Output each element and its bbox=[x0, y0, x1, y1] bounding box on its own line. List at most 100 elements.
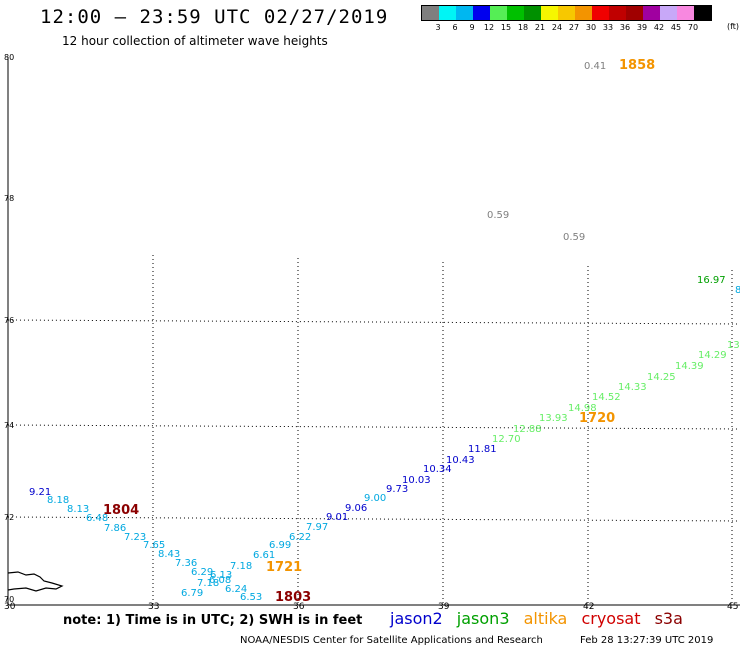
wave-height-label: 14.52 bbox=[592, 392, 621, 403]
lon-label-30: 30 bbox=[4, 602, 16, 612]
color-swatch bbox=[507, 6, 524, 20]
wave-height-label: 8.18 bbox=[47, 495, 69, 506]
pass-time-label: 1804 bbox=[103, 503, 139, 518]
wave-height-label: 12.88 bbox=[513, 424, 542, 435]
wave-height-label: 10.34 bbox=[423, 464, 452, 475]
wave-height-label: 9.06 bbox=[345, 503, 367, 514]
wave-height-label: 13 bbox=[727, 340, 740, 351]
wave-height-label: 12.70 bbox=[492, 434, 521, 445]
wave-height-label: 0.59 bbox=[563, 232, 585, 243]
wave-height-label: 9.00 bbox=[364, 493, 386, 504]
wave-height-label: 10.43 bbox=[446, 455, 475, 466]
wave-height-label: 8 bbox=[735, 285, 740, 296]
lat-label-80: 80 bbox=[4, 53, 14, 62]
wave-height-label: 8.43 bbox=[158, 549, 180, 560]
parallel-76 bbox=[7, 319, 740, 325]
color-scale-tick: 42 bbox=[653, 23, 665, 32]
graticule bbox=[7, 255, 740, 605]
color-swatch bbox=[439, 6, 456, 20]
parallel-72 bbox=[7, 516, 740, 522]
color-scale-tick: 3 bbox=[435, 23, 441, 32]
color-swatch bbox=[660, 6, 677, 20]
color-scale-tick: 15 bbox=[500, 23, 512, 32]
coastline bbox=[7, 571, 64, 592]
color-swatch bbox=[575, 6, 592, 20]
wave-height-label: 6.48 bbox=[86, 513, 108, 524]
satellite-jason3: jason3 bbox=[456, 609, 510, 628]
color-scale-legend: 3 6 9 12 15 18 21 24 27 30 33 36 39 42 45 70 (ft) bbox=[421, 5, 739, 35]
color-swatch bbox=[456, 6, 473, 20]
footer-note: note: 1) Time is in UTC; 2) SWH is in fe… bbox=[63, 613, 363, 628]
lon-label-42: 42 bbox=[583, 602, 594, 612]
color-scale-unit: (ft) bbox=[727, 22, 740, 31]
wave-height-label: 6.24 bbox=[225, 584, 247, 595]
color-scale-tick: 70 bbox=[687, 23, 699, 32]
color-scale-tick: 24 bbox=[551, 23, 563, 32]
color-scale-tick: 36 bbox=[619, 23, 631, 32]
lat-label-72: 72 bbox=[4, 513, 14, 522]
wave-height-label: 6.29 bbox=[191, 567, 213, 578]
color-swatch bbox=[541, 6, 558, 20]
lat-label-74: 74 bbox=[4, 421, 14, 430]
wave-height-label: 6.13 bbox=[210, 570, 232, 581]
wave-height-label: 7.36 bbox=[175, 558, 197, 569]
color-swatch bbox=[422, 6, 439, 20]
color-scale-tick: 9 bbox=[469, 23, 475, 32]
color-scale-tick: 39 bbox=[636, 23, 648, 32]
color-scale-tick: 30 bbox=[585, 23, 597, 32]
pass-time-label: 1803 bbox=[275, 590, 311, 605]
footer-timestamp: Feb 28 13:27:39 UTC 2019 bbox=[580, 635, 714, 646]
satellite-altika: altika bbox=[523, 609, 568, 628]
wave-height-label: 0.59 bbox=[487, 210, 509, 221]
wave-height-label: 11.81 bbox=[468, 444, 497, 455]
satellite-legend: jason2 jason3 altika cryosat s3a bbox=[390, 609, 692, 628]
wave-height-labels: 0.41 0.59 0.59 16.97 8 1314.2914.3914.2514.33… bbox=[29, 61, 740, 603]
wave-height-label: 6.22 bbox=[289, 532, 311, 543]
color-scale-tick: 33 bbox=[602, 23, 614, 32]
wave-height-label: 6.79 bbox=[181, 588, 203, 599]
satellite-cryosat: cryosat bbox=[581, 609, 641, 628]
color-swatch bbox=[609, 6, 626, 20]
wave-height-label: 14.29 bbox=[698, 350, 727, 361]
color-scale-ticks: 3 6 9 12 15 18 21 24 27 30 33 36 39 42 45 70 bbox=[421, 23, 712, 35]
wave-height-label: 10.03 bbox=[402, 475, 431, 486]
wave-height-label: 0.41 bbox=[584, 61, 606, 72]
pass-time-label: 1858 bbox=[619, 58, 655, 73]
page-subtitle: 12 hour collection of altimeter wave hei… bbox=[62, 34, 328, 48]
lat-label-70: 70 bbox=[4, 595, 14, 604]
lon-label-33: 33 bbox=[148, 602, 159, 612]
wave-height-label: 6.61 bbox=[253, 550, 275, 561]
wave-height-label: 14.39 bbox=[675, 361, 704, 372]
color-swatch bbox=[558, 6, 575, 20]
color-scale-swatches bbox=[421, 5, 712, 21]
color-swatch bbox=[592, 6, 609, 20]
color-swatch bbox=[626, 6, 643, 20]
satellite-s3a: s3a bbox=[654, 609, 683, 628]
footer-credit: NOAA/NESDIS Center for Satellite Applica… bbox=[240, 635, 543, 646]
pass-time-labels: 1858 1720 1804 1721 1803 bbox=[103, 58, 655, 605]
color-swatch bbox=[643, 6, 660, 20]
color-scale-tick: 21 bbox=[534, 23, 546, 32]
color-scale-tick: 18 bbox=[517, 23, 529, 32]
color-swatch bbox=[677, 6, 694, 20]
wave-height-label: 14.25 bbox=[647, 372, 676, 383]
color-scale-tick: 45 bbox=[670, 23, 682, 32]
parallel-74 bbox=[7, 424, 740, 430]
color-scale-tick: 12 bbox=[483, 23, 495, 32]
pass-time-label: 1721 bbox=[266, 560, 302, 575]
wave-height-label: 14.33 bbox=[618, 382, 647, 393]
wave-height-label: 9.01 bbox=[326, 512, 348, 523]
lon-label-45: 45 bbox=[727, 602, 738, 612]
color-scale-tick: 27 bbox=[568, 23, 580, 32]
wave-height-label: 7.97 bbox=[306, 522, 328, 533]
lon-label-36: 36 bbox=[293, 602, 305, 612]
wave-height-label: 7.23 bbox=[124, 532, 146, 543]
wave-height-label: 7.18 bbox=[197, 578, 219, 589]
lat-label-78: 78 bbox=[4, 194, 14, 203]
wave-height-label: 14.98 bbox=[568, 403, 597, 414]
color-scale-tick: 6 bbox=[452, 23, 458, 32]
wave-height-label: 6.99 bbox=[269, 540, 291, 551]
wave-height-label: 7.18 bbox=[230, 561, 252, 572]
satellite-jason2: jason2 bbox=[390, 609, 443, 628]
